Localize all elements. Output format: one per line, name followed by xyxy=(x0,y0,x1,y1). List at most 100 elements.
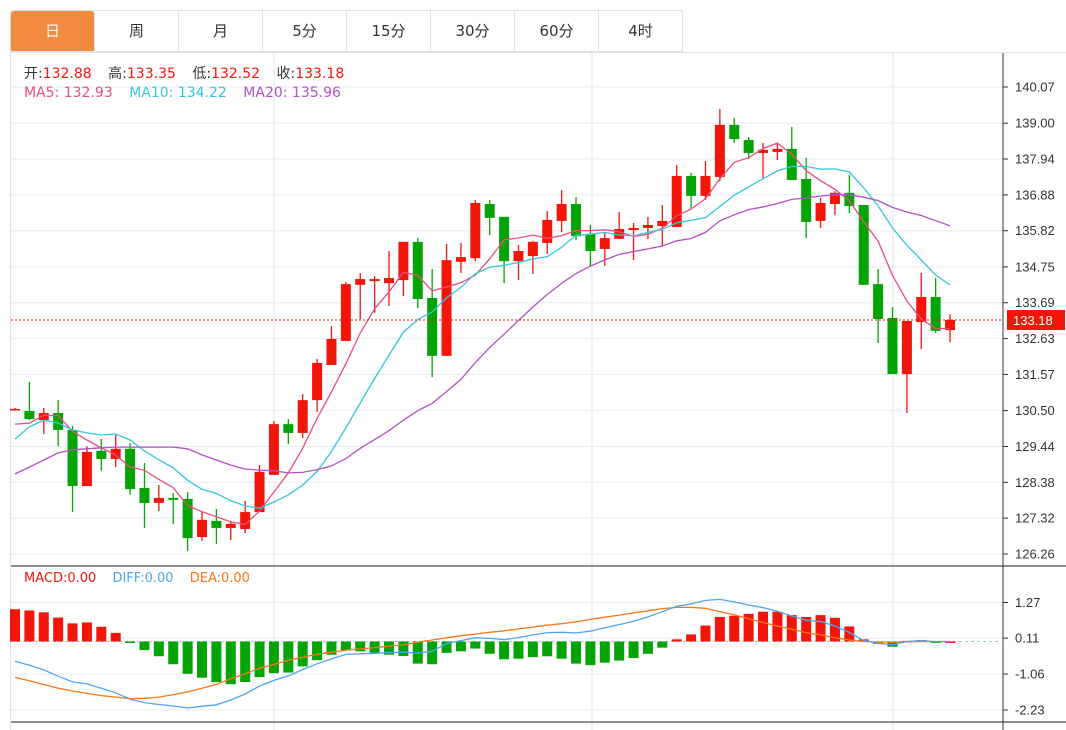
macd-bar xyxy=(38,612,49,642)
candle-body xyxy=(628,228,639,231)
candle xyxy=(571,196,582,240)
candle-body xyxy=(182,498,193,539)
macd-bar xyxy=(671,639,682,642)
macd-bar xyxy=(801,616,812,642)
ma20-line xyxy=(14,194,951,475)
candle-body xyxy=(24,410,35,420)
tab-3[interactable]: 5分 xyxy=(263,11,347,52)
macd-bar xyxy=(729,615,740,642)
candle xyxy=(916,272,927,350)
candle xyxy=(858,205,869,285)
candle xyxy=(384,251,395,307)
candle-body xyxy=(585,234,596,252)
candle-body xyxy=(67,429,78,487)
candle-body xyxy=(110,448,121,459)
candle-body xyxy=(657,220,668,226)
candle xyxy=(340,282,351,341)
macd-bar xyxy=(455,641,466,652)
macd-bar xyxy=(10,609,20,642)
macd-bar xyxy=(527,641,538,658)
macd-bar xyxy=(67,623,78,642)
candle xyxy=(38,407,49,434)
tab-5[interactable]: 30分 xyxy=(431,11,515,52)
candle xyxy=(628,222,639,261)
candle-body xyxy=(844,192,855,207)
candle xyxy=(182,492,193,551)
ma5-label: MA5: xyxy=(24,85,60,101)
candle-body xyxy=(312,362,323,401)
candle xyxy=(67,425,78,513)
candle-body xyxy=(945,319,956,331)
candle-body xyxy=(139,488,150,503)
price-tick-label: 137.94 xyxy=(1015,152,1055,167)
candle-body xyxy=(916,296,927,323)
close-label: 收: xyxy=(276,66,296,82)
macd-bar xyxy=(484,641,495,654)
candle-body xyxy=(671,175,682,227)
candle-body xyxy=(427,298,438,356)
tab-1[interactable]: 周 xyxy=(95,11,179,52)
macd-bar xyxy=(326,641,337,655)
candle-body xyxy=(873,284,884,319)
candle xyxy=(125,443,136,495)
candle-body xyxy=(887,317,898,375)
ohlc-header: 开:132.88 高:133.35 低:132.52 收:133.18 xyxy=(24,63,344,83)
macd-bar xyxy=(24,610,35,642)
candle-body xyxy=(729,124,740,140)
macd-tick-label: 1.27 xyxy=(1015,595,1040,610)
candle xyxy=(197,511,208,541)
price-tick-label: 130.50 xyxy=(1015,403,1055,418)
candle-body xyxy=(38,412,49,421)
candle-body xyxy=(254,471,265,513)
macd-bar xyxy=(829,617,840,642)
macd-tick-label: -1.06 xyxy=(1015,667,1045,682)
macd-bar xyxy=(225,641,236,685)
high-value: 133.35 xyxy=(126,66,176,82)
price-tick-label: 136.88 xyxy=(1015,187,1055,202)
candle xyxy=(312,358,323,412)
macd-bar xyxy=(355,641,366,652)
candle-body xyxy=(211,520,222,528)
candle-body xyxy=(96,450,107,459)
ma10-label: MA10: xyxy=(129,85,174,101)
ma10-line xyxy=(14,165,951,509)
macd-bar xyxy=(714,616,725,642)
macd-bar xyxy=(686,634,697,642)
candle xyxy=(225,521,236,541)
candle xyxy=(470,199,481,262)
diff-line xyxy=(14,598,951,709)
candle-body xyxy=(858,205,869,285)
price-tick-label: 133.69 xyxy=(1015,295,1055,310)
candle-body xyxy=(53,412,64,430)
tab-2[interactable]: 月 xyxy=(179,11,263,52)
macd-bar xyxy=(197,641,208,678)
dea-line xyxy=(14,606,951,700)
candle-body xyxy=(686,175,697,196)
ma20-label: MA20: xyxy=(243,85,288,101)
candle xyxy=(700,161,711,200)
candle xyxy=(484,199,495,236)
price-tick-label: 132.63 xyxy=(1015,331,1055,346)
macd-tick-label: 0.11 xyxy=(1015,631,1039,646)
candle xyxy=(729,118,740,144)
macd-bar xyxy=(571,641,582,664)
macd-bar xyxy=(211,641,222,683)
candle xyxy=(153,485,164,512)
candle xyxy=(427,268,438,378)
low-label: 低: xyxy=(192,66,212,82)
macd-bar xyxy=(254,641,265,678)
candle xyxy=(10,407,20,411)
candle xyxy=(412,238,423,309)
macd-bar xyxy=(441,641,452,653)
macd-value: 0.00 xyxy=(67,571,97,586)
candle-body xyxy=(801,178,812,222)
candle xyxy=(542,211,553,255)
tab-0[interactable]: 日 xyxy=(11,11,95,52)
candle xyxy=(714,108,725,182)
tab-7[interactable]: 4时 xyxy=(599,11,683,52)
tab-4[interactable]: 15分 xyxy=(347,11,431,52)
candle-body xyxy=(297,400,308,433)
tab-6[interactable]: 60分 xyxy=(515,11,599,52)
candle xyxy=(556,190,567,233)
candle xyxy=(211,509,222,544)
